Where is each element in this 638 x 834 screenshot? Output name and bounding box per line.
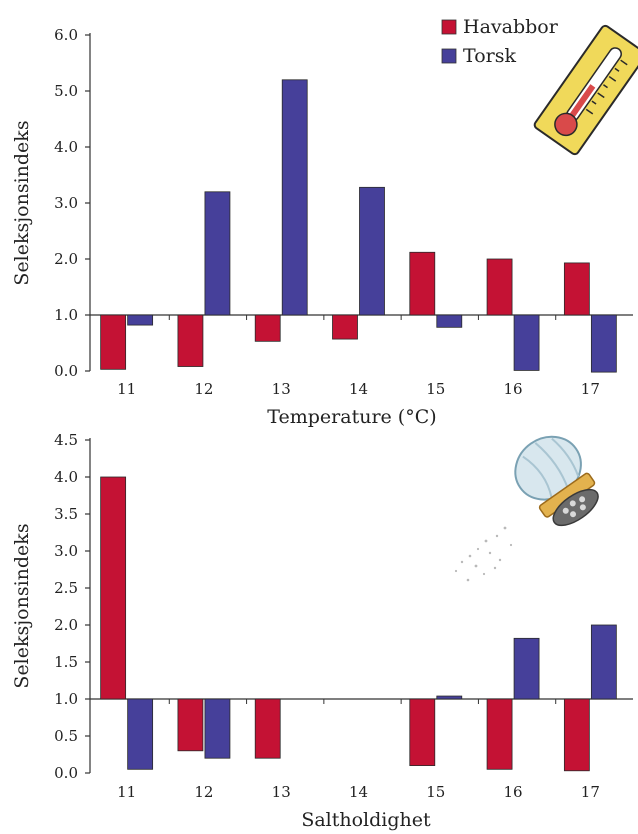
bar-torsk-17 <box>590 624 617 700</box>
x-tick-label: 13 <box>272 783 291 801</box>
bar-havabbor-13 <box>254 698 281 759</box>
bar-havabbor-14 <box>332 314 358 340</box>
bar-torsk-16 <box>513 314 540 371</box>
bar-havabbor-17 <box>563 262 590 316</box>
chart-temperature: 0.0 1.0 2.0 3.0 4.0 5.0 6.0 11 12 13 14 15 16 17 <box>54 26 633 398</box>
x-tick-label: 12 <box>194 380 213 398</box>
bar-havabbor-17 <box>563 698 590 772</box>
legend-swatch-havabbor <box>441 19 457 35</box>
y-tick-label: 1.0 <box>54 306 78 324</box>
bar-havabbor-16 <box>486 698 513 770</box>
chart1-xlabel: Temperature (°C) <box>267 406 436 428</box>
bar-torsk-14 <box>359 186 385 316</box>
legend-swatch-torsk <box>441 48 457 64</box>
bar-torsk-11 <box>127 314 154 326</box>
y-tick-label: 4.0 <box>54 468 78 486</box>
y-tick-label: 4.5 <box>54 431 78 449</box>
bar-torsk-17 <box>590 314 617 373</box>
x-tick-label: 16 <box>504 783 523 801</box>
x-tick-label: 14 <box>349 783 368 801</box>
x-tick-label: 13 <box>272 380 291 398</box>
bar-torsk-13 <box>281 79 308 316</box>
salt-shaker-icon <box>454 435 599 582</box>
legend-label-torsk: Torsk <box>463 45 516 67</box>
legend-label-havabbor: Havabbor <box>463 16 559 38</box>
x-tick-label: 15 <box>426 783 445 801</box>
bar-torsk-16 <box>513 637 540 700</box>
bar-havabbor-11 <box>100 476 127 700</box>
chart2-xlabel: Saltholdighet <box>301 809 431 831</box>
y-tick-label: 3.0 <box>54 194 78 212</box>
bar-havabbor-15 <box>409 698 436 766</box>
chart2-ylabel: Seleksjonsindeks <box>11 523 33 688</box>
bar-havabbor-15 <box>409 251 436 316</box>
y-tick-label: 3.5 <box>54 505 78 523</box>
bar-torsk-12 <box>204 698 231 759</box>
legend: Havabbor Torsk <box>441 16 559 67</box>
x-tick-label: 11 <box>117 783 136 801</box>
bar-havabbor-12 <box>177 698 204 752</box>
y-tick-label: 4.0 <box>54 138 78 156</box>
thermometer-icon <box>533 24 638 156</box>
chart-saltholdighet: 0.0 0.5 1.0 1.5 2.0 2.5 3.0 3.5 4.0 4.5 11 12 13 14 15… <box>54 431 633 801</box>
x-tick-label: 17 <box>581 783 600 801</box>
y-tick-label: 1.0 <box>54 690 78 708</box>
y-tick-label: 1.5 <box>54 653 78 671</box>
y-tick-label: 0.5 <box>54 727 78 745</box>
bar-havabbor-16 <box>486 258 513 316</box>
y-tick-label: 0.0 <box>54 362 78 380</box>
bar-torsk-15 <box>436 314 463 328</box>
y-tick-label: 3.0 <box>54 542 78 560</box>
y-tick-label: 2.0 <box>54 616 78 634</box>
y-tick-label: 5.0 <box>54 82 78 100</box>
x-tick-label: 16 <box>504 380 523 398</box>
bar-torsk-11 <box>127 698 154 770</box>
bar-havabbor-11 <box>100 314 127 370</box>
x-tick-label: 17 <box>581 380 600 398</box>
chart1-ylabel: Seleksjonsindeks <box>11 120 33 285</box>
y-tick-label: 2.0 <box>54 250 78 268</box>
x-tick-label: 14 <box>349 380 368 398</box>
bar-havabbor-13 <box>254 314 281 342</box>
y-tick-label: 6.0 <box>54 26 78 44</box>
y-tick-label: 2.5 <box>54 579 78 597</box>
x-tick-label: 12 <box>194 783 213 801</box>
x-tick-label: 15 <box>426 380 445 398</box>
x-tick-label: 11 <box>117 380 136 398</box>
bar-havabbor-12 <box>177 314 204 367</box>
bar-torsk-15 <box>436 695 463 700</box>
y-tick-label: 0.0 <box>54 764 78 782</box>
bar-torsk-12 <box>204 191 231 316</box>
